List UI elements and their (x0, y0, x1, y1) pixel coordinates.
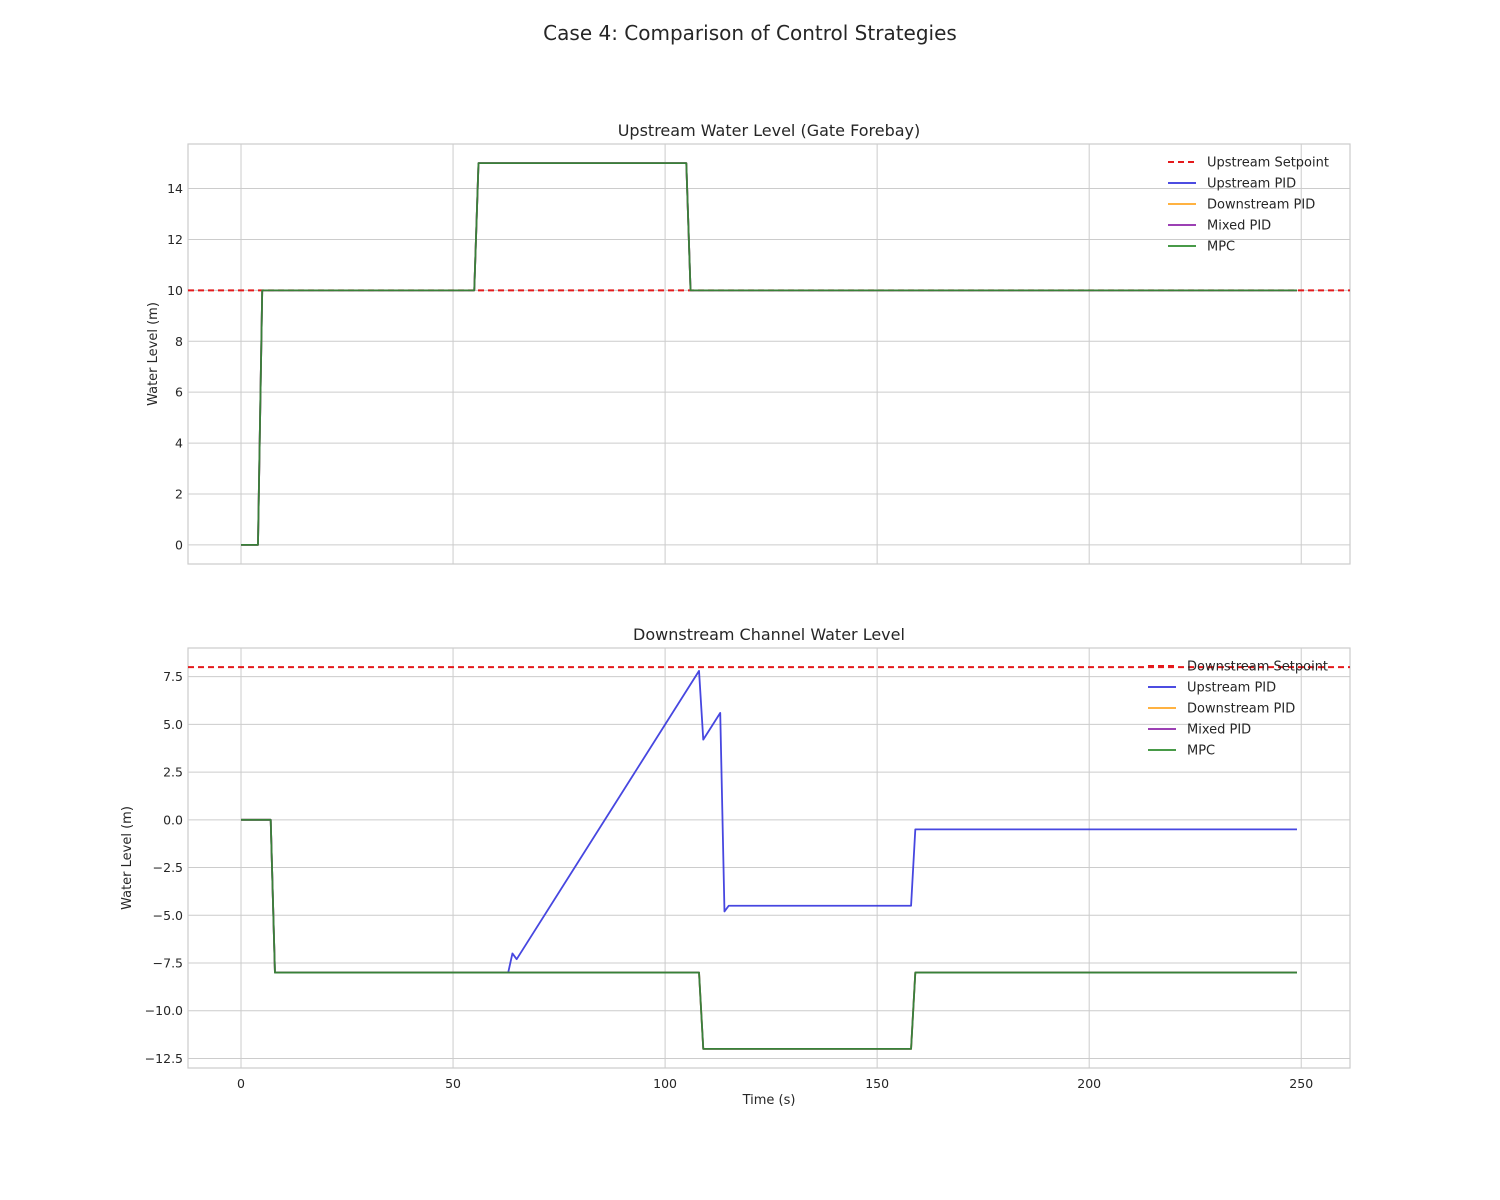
legend-label-mixed-pid: Mixed PID (1207, 219, 1271, 234)
downstream-ytick-label: −2.5 (153, 860, 183, 875)
legend-label-downstream-pid: Downstream PID (1187, 702, 1295, 717)
upstream-legend: Upstream Setpoint Upstream PID Downstream … (1168, 156, 1329, 255)
downstream-xtick-label: 250 (1289, 1076, 1313, 1091)
downstream-grid (188, 648, 1350, 1068)
upstream-ytick-label: 12 (167, 232, 183, 247)
downstream-ytick-label: −7.5 (153, 956, 183, 971)
upstream-ytick-label: 0 (175, 537, 183, 552)
legend-label-upstream-setpoint: Upstream Setpoint (1207, 156, 1329, 171)
upstream-level-ylabel: Water Level (m) (146, 302, 161, 406)
figure-title: Case 4: Comparison of Control Strategies (543, 21, 957, 45)
legend-label-downstream-pid: Downstream PID (1207, 198, 1315, 213)
upstream-series-mpc (241, 162, 1297, 546)
downstream-series-upstream-pid (241, 670, 1297, 974)
downstream-series-mpc (241, 818, 1297, 1050)
upstream-series-mixed-pid (241, 162, 1297, 546)
legend-label-mpc: MPC (1187, 744, 1215, 759)
legend-label-mpc: MPC (1207, 240, 1235, 255)
downstream-xtick-label: 0 (237, 1076, 245, 1091)
downstream-ytick-label: 0.0 (163, 812, 183, 827)
downstream-ytick-label: −12.5 (145, 1051, 183, 1066)
downstream-xtick-label: 150 (865, 1076, 889, 1091)
downstream-series-mixed-pid (241, 818, 1297, 1050)
downstream-level-panel: Downstream Channel Water Level Water Lev… (120, 625, 1351, 1108)
legend-label-upstream-pid: Upstream PID (1207, 177, 1296, 192)
downstream-xtick-label: 100 (653, 1076, 677, 1091)
downstream-plot-frame (187, 647, 1351, 1069)
downstream-ytick-label: −5.0 (153, 908, 183, 923)
upstream-ytick-label: 2 (175, 487, 183, 502)
upstream-ytick-label: 14 (167, 181, 183, 196)
upstream-level-title: Upstream Water Level (Gate Forebay) (618, 121, 921, 140)
upstream-ytick-label: 8 (175, 334, 183, 349)
downstream-ytick-label: 5.0 (163, 717, 183, 732)
upstream-series-upstream-pid (241, 162, 1297, 546)
upstream-ytick-label: 6 (175, 385, 183, 400)
downstream-ytick-label: −10.0 (145, 1003, 183, 1018)
downstream-legend: Downstream Setpoint Upstream PID Downstrea… (1148, 660, 1328, 759)
upstream-level-panel: Upstream Water Level (Gate Forebay) Wate… (146, 121, 1351, 565)
upstream-ytick-label: 4 (175, 436, 183, 451)
time-axis-label: Time (s) (742, 1093, 796, 1108)
upstream-plot-frame (187, 143, 1351, 565)
downstream-ytick-label: 7.5 (163, 669, 183, 684)
legend-label-downstream-setpoint: Downstream Setpoint (1187, 660, 1328, 675)
legend-label-mixed-pid: Mixed PID (1187, 723, 1251, 738)
upstream-ytick-label: 10 (167, 283, 183, 298)
downstream-data-area (188, 666, 1350, 1050)
upstream-data-area (188, 162, 1350, 546)
downstream-xtick-label: 200 (1077, 1076, 1101, 1091)
downstream-level-ylabel: Water Level (m) (120, 806, 135, 910)
upstream-grid (188, 144, 1350, 564)
downstream-xtick-label: 50 (445, 1076, 461, 1091)
downstream-series-downstream-pid (241, 818, 1297, 1050)
downstream-ytick-label: 2.5 (163, 765, 183, 780)
upstream-series-downstream-pid (241, 162, 1297, 546)
legend-label-upstream-pid: Upstream PID (1187, 681, 1276, 696)
downstream-level-title: Downstream Channel Water Level (633, 625, 905, 644)
